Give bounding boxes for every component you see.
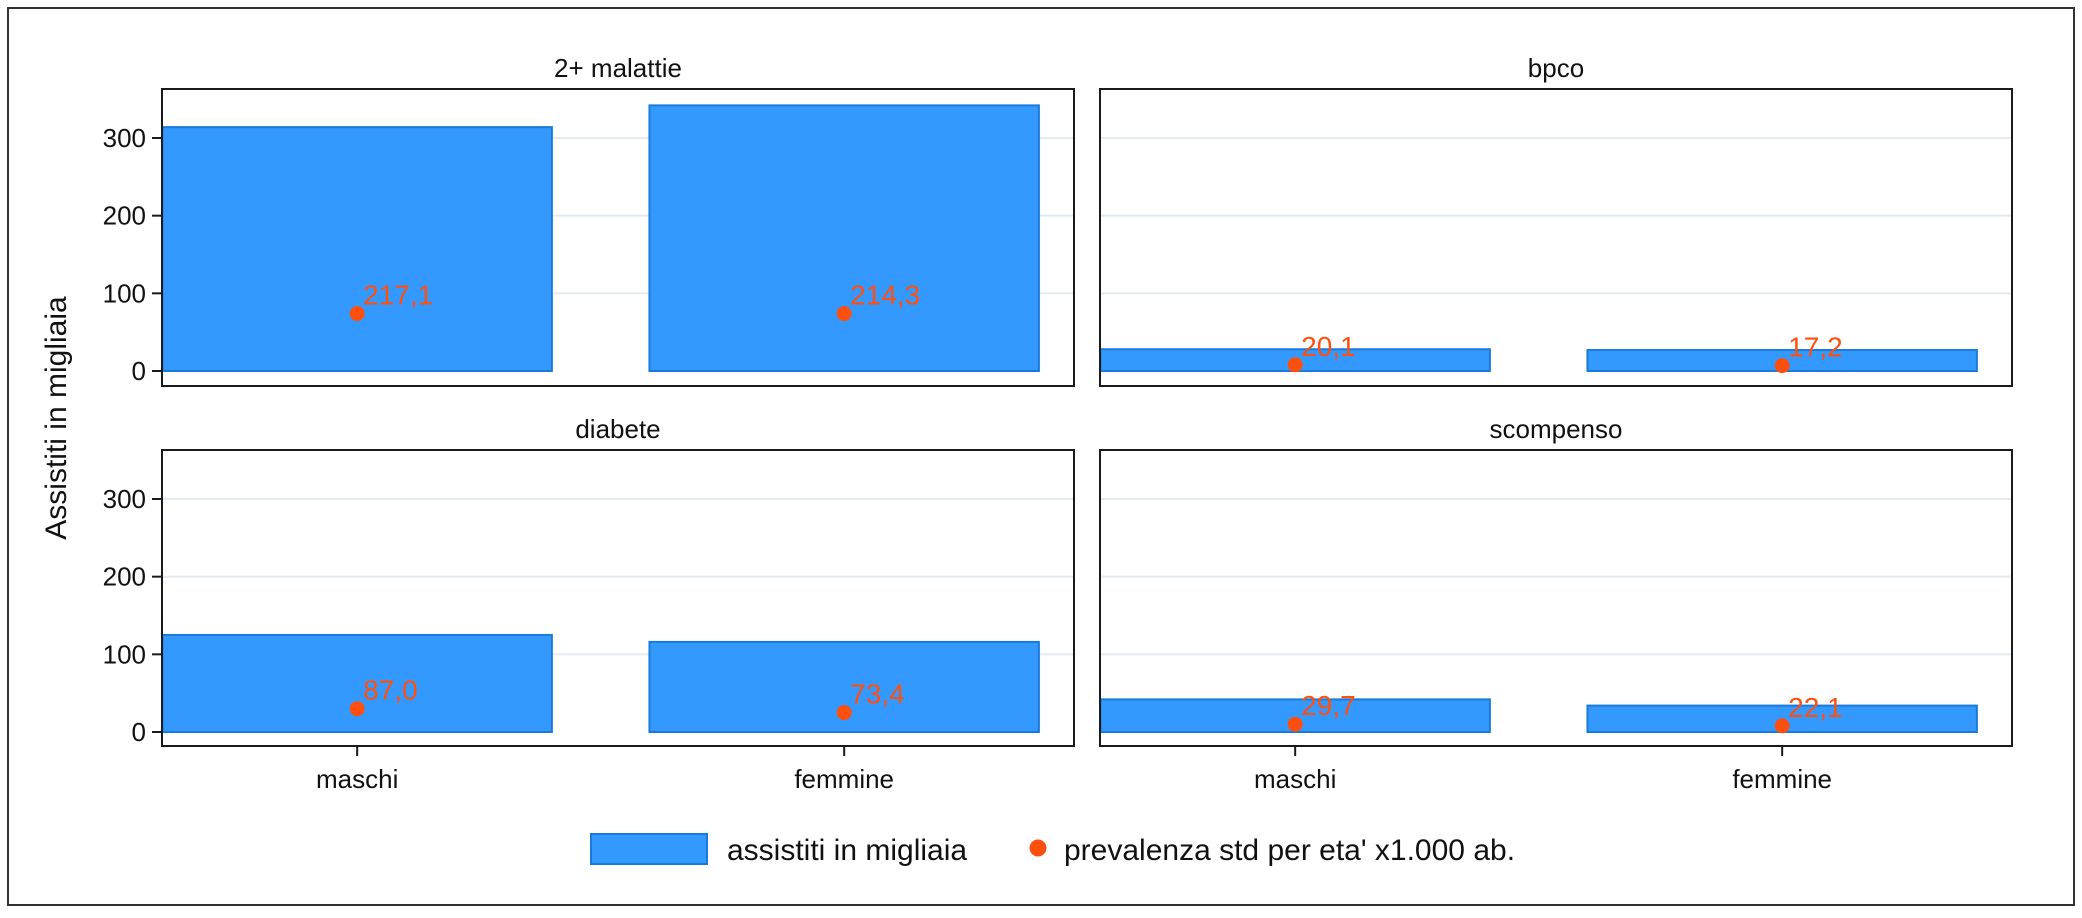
y-tick-label: 300 [103, 123, 146, 153]
panel-frame [161, 449, 1075, 747]
y-tick-label: 100 [103, 639, 146, 669]
prevalenza-label: 20,1 [1301, 331, 1356, 362]
x-tick-label: maschi [1254, 764, 1336, 794]
panel-frame [1099, 449, 2013, 747]
bar-assistiti [648, 104, 1040, 372]
point-prevalenza [349, 701, 365, 717]
legend-point-swatch [1029, 839, 1047, 857]
point-prevalenza [836, 306, 852, 322]
panel-frame [1099, 88, 2013, 387]
bar-assistiti [161, 126, 553, 372]
point-prevalenza [1287, 716, 1303, 732]
y-tick-label: 0 [132, 717, 146, 747]
panel-frame [161, 88, 1075, 387]
y-tick-label: 0 [132, 356, 146, 386]
prevalenza-label: 214,3 [850, 280, 920, 311]
bar-assistiti [161, 633, 553, 734]
point-prevalenza [349, 306, 365, 322]
prevalenza-label: 29,7 [1301, 690, 1356, 721]
legend-bar-swatch [590, 833, 708, 865]
y-tick-label: 200 [103, 562, 146, 592]
y-tick-label: 200 [103, 201, 146, 231]
prevalenza-label: 22,1 [1788, 692, 1843, 723]
prevalenza-label: 217,1 [363, 280, 433, 311]
prevalenza-label: 73,4 [850, 679, 905, 710]
panel-title-scompenso: scompenso [1490, 414, 1623, 444]
prevalenza-label: 17,2 [1788, 332, 1843, 363]
x-tick-label: maschi [316, 764, 398, 794]
figure-frame [7, 7, 2075, 906]
point-prevalenza [1287, 357, 1303, 373]
prevalenza-label: 87,0 [363, 675, 418, 706]
panel-title-diabete: diabete [575, 414, 660, 444]
y-tick-label: 100 [103, 278, 146, 308]
legend-point-label: prevalenza std per eta' x1.000 ab. [1064, 834, 1515, 867]
point-prevalenza [836, 705, 852, 721]
legend-bar-label: assistiti in migliaia [727, 834, 967, 867]
point-prevalenza [1774, 718, 1790, 734]
y-axis-label: Assistiti in migliaia [40, 296, 73, 540]
panel-title-bpco: bpco [1528, 53, 1584, 83]
panel-title-2-malattie: 2+ malattie [554, 53, 682, 83]
point-prevalenza [1774, 358, 1790, 374]
x-tick-label: femmine [794, 764, 894, 794]
y-tick-label: 300 [103, 484, 146, 514]
x-tick-label: femmine [1732, 764, 1832, 794]
